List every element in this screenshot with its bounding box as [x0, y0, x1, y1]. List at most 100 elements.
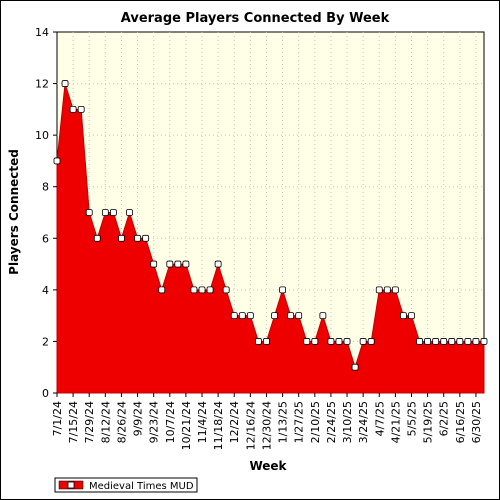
- data-point-17: [190, 286, 198, 294]
- x-tick-label-16: 2/10/25: [309, 401, 322, 443]
- data-point-21: [222, 286, 230, 294]
- data-markers: [53, 80, 488, 371]
- data-point-18: [198, 286, 206, 294]
- x-tick-label-1: 7/15/24: [67, 401, 80, 443]
- y-tick-label-7: 14: [35, 26, 49, 39]
- data-point-31: [303, 338, 311, 345]
- data-point-34: [327, 338, 335, 345]
- data-point-32: [311, 338, 319, 345]
- x-tick-label-13: 12/30/24: [260, 401, 273, 450]
- data-point-28: [279, 286, 286, 294]
- x-tick-label-19: 3/24/25: [357, 401, 370, 443]
- data-point-5: [93, 234, 101, 242]
- data-point-20: [214, 260, 222, 268]
- data-point-46: [424, 338, 432, 345]
- data-point-47: [432, 338, 440, 345]
- data-point-25: [255, 338, 262, 345]
- data-point-0: [53, 157, 61, 165]
- data-point-12: [150, 260, 158, 268]
- x-tick-label-10: 11/18/24: [212, 401, 225, 450]
- x-tick-label-4: 8/26/24: [115, 401, 128, 443]
- x-tick-label-3: 8/12/24: [99, 401, 112, 443]
- data-point-22: [230, 312, 238, 320]
- legend-label: Medieval Times MUD: [89, 481, 194, 492]
- data-point-43: [400, 312, 407, 320]
- data-point-45: [416, 338, 423, 345]
- x-tick-label-24: 6/2/25: [438, 401, 451, 436]
- data-point-53: [480, 338, 488, 345]
- x-axis-title: Week: [249, 459, 287, 473]
- legend-marker: [67, 481, 75, 489]
- y-tick-label-4: 8: [42, 181, 49, 194]
- y-tick-label-1: 2: [42, 335, 49, 348]
- data-point-37: [351, 363, 359, 371]
- x-tick-label-8: 10/21/24: [180, 401, 193, 450]
- data-point-16: [182, 260, 190, 268]
- x-tick-label-18: 3/10/25: [341, 401, 354, 443]
- data-point-8: [118, 234, 125, 242]
- data-point-1: [61, 80, 69, 87]
- data-point-26: [263, 338, 270, 345]
- data-point-9: [126, 209, 133, 216]
- y-axis-title: Players Connected: [7, 149, 21, 275]
- y-tick-label-3: 6: [42, 232, 49, 245]
- y-tick-label-6: 12: [35, 78, 49, 91]
- x-tick-label-9: 11/4/24: [196, 401, 209, 443]
- y-tick-label-0: 0: [42, 387, 49, 400]
- x-tick-label-22: 5/5/25: [405, 401, 418, 436]
- y-axis-ticks: 0 2 4 6 8 10 12 14: [35, 26, 57, 400]
- data-point-36: [343, 338, 351, 345]
- data-point-49: [448, 338, 456, 345]
- chart-title: Average Players Connected By Week: [121, 11, 390, 26]
- y-tick-label-5: 10: [35, 129, 49, 142]
- data-point-48: [440, 338, 448, 345]
- data-point-39: [367, 338, 375, 345]
- data-point-13: [158, 286, 166, 294]
- data-point-35: [335, 338, 343, 345]
- data-point-29: [287, 312, 295, 320]
- legend: Medieval Times MUD: [54, 477, 198, 493]
- legend-box: [54, 477, 198, 493]
- data-point-19: [206, 286, 214, 294]
- data-point-40: [375, 286, 383, 294]
- data-point-30: [295, 312, 303, 320]
- data-point-42: [391, 286, 399, 294]
- x-axis-ticks: 7/1/24 7/15/24 7/29/24 8/12/24 8/26/24 9/9/24…: [51, 393, 483, 450]
- data-point-52: [472, 338, 480, 345]
- x-tick-label-20: 4/7/25: [373, 401, 386, 436]
- x-tick-label-0: 7/1/24: [51, 401, 64, 436]
- data-point-7: [110, 209, 117, 216]
- data-point-27: [271, 312, 278, 320]
- data-point-41: [383, 286, 391, 294]
- x-tick-label-15: 1/27/25: [293, 401, 306, 443]
- data-point-6: [101, 209, 109, 216]
- data-point-15: [174, 260, 182, 268]
- data-point-24: [246, 312, 254, 320]
- x-tick-label-21: 4/21/25: [389, 401, 402, 443]
- x-tick-label-7: 10/7/24: [164, 401, 177, 443]
- x-tick-label-12: 12/16/24: [244, 401, 257, 450]
- data-point-4: [85, 209, 93, 216]
- x-tick-label-26: 6/30/25: [470, 401, 483, 443]
- x-tick-label-5: 9/9/24: [132, 401, 145, 436]
- data-point-38: [359, 338, 367, 345]
- data-point-10: [134, 234, 141, 242]
- x-tick-label-14: 1/13/25: [277, 401, 290, 443]
- data-point-50: [456, 338, 464, 345]
- data-point-2: [69, 105, 77, 113]
- data-point-14: [166, 260, 174, 268]
- x-tick-label-6: 9/23/24: [148, 401, 161, 443]
- data-point-51: [464, 338, 472, 345]
- data-point-11: [142, 234, 150, 242]
- data-point-3: [77, 105, 85, 113]
- x-tick-label-23: 5/19/25: [422, 401, 435, 443]
- data-point-33: [319, 312, 327, 320]
- data-point-44: [408, 312, 415, 320]
- data-point-23: [238, 312, 246, 320]
- x-tick-label-17: 2/24/25: [325, 401, 338, 443]
- x-tick-label-25: 6/16/25: [454, 401, 467, 443]
- x-tick-label-11: 12/2/24: [228, 401, 241, 443]
- x-tick-label-2: 7/29/24: [83, 401, 96, 443]
- y-tick-label-2: 4: [42, 284, 49, 297]
